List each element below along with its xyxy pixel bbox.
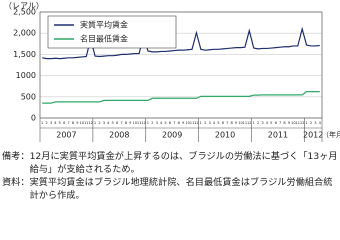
x-tick-label: 2 bbox=[204, 121, 206, 125]
x-tick-label: 5 bbox=[270, 121, 272, 125]
note-text: 12月に実質平均賃金が上昇するのは、ブラジルの労働法に基づく「13ヶ月給与」が支… bbox=[29, 151, 338, 175]
x-tick-label: 2 bbox=[45, 121, 47, 125]
x-tick-label: 3 bbox=[156, 121, 158, 125]
year-label: 2007 bbox=[56, 131, 76, 140]
x-tick-label: 5 bbox=[59, 121, 61, 125]
y-tick-label: 2,000 bbox=[13, 29, 36, 38]
legend-label: 実質平均賃金 bbox=[80, 20, 128, 30]
year-label: 2009 bbox=[162, 131, 182, 140]
x-tick-label: 4 bbox=[319, 121, 322, 125]
y-tick-label: 1000 bbox=[16, 71, 36, 80]
year-label: 2012 bbox=[303, 131, 323, 140]
legend-box bbox=[47, 15, 177, 49]
x-tick-label: 1 bbox=[94, 121, 96, 125]
x-tick-label: 9 bbox=[129, 121, 132, 125]
chart: （レアル） （年月） 050010001,5002,0002,500123456… bbox=[4, 2, 340, 142]
plot-frame bbox=[39, 11, 323, 119]
x-tick-label: 9 bbox=[288, 121, 291, 125]
x-axis-label: （年月） bbox=[322, 130, 340, 139]
x-tick-label: 8 bbox=[283, 121, 286, 125]
x-tick-label: 7 bbox=[226, 121, 228, 125]
x-tick-label: 9 bbox=[76, 121, 79, 125]
x-tick-label: 3 bbox=[103, 121, 105, 125]
x-tick-label: 10 bbox=[132, 121, 137, 125]
x-tick-label: 7 bbox=[67, 121, 69, 125]
x-tick-label: 8 bbox=[72, 121, 75, 125]
x-tick-label: 3 bbox=[50, 121, 52, 125]
note-label: 備考： bbox=[2, 151, 30, 162]
x-tick-label: 9 bbox=[235, 121, 238, 125]
x-tick-label: 1 bbox=[200, 121, 202, 125]
x-tick-label: 10 bbox=[238, 121, 243, 125]
x-tick-label: 11 bbox=[190, 121, 195, 125]
x-tick-label: 1 bbox=[253, 121, 255, 125]
x-tick-label: 5 bbox=[112, 121, 114, 125]
x-tick-label: 11 bbox=[84, 121, 89, 125]
x-tick-label: 7 bbox=[120, 121, 122, 125]
note: 資料： 実質平均賃金はブラジル地理統計院、名目最低賃金はブラジル労働組合統計から作… bbox=[2, 176, 338, 202]
x-tick-label: 6 bbox=[116, 121, 119, 125]
x-tick-label: 7 bbox=[173, 121, 175, 125]
y-tick-label: 0 bbox=[31, 114, 36, 123]
x-tick-label: 3 bbox=[314, 121, 316, 125]
x-tick-label: 6 bbox=[169, 121, 172, 125]
x-tick-label: 4 bbox=[213, 121, 216, 125]
x-tick-label: 6 bbox=[222, 121, 225, 125]
x-tick-label: 6 bbox=[275, 121, 278, 125]
x-tick-label: 4 bbox=[266, 121, 269, 125]
notes: 備考： 12月に実質平均賃金が上昇するのは、ブラジルの労働法に基づく「13ヶ月給与… bbox=[2, 150, 338, 202]
x-tick-label: 4 bbox=[160, 121, 163, 125]
x-tick-label: 2 bbox=[310, 121, 312, 125]
x-tick-label: 8 bbox=[231, 121, 234, 125]
x-tick-label: 12 bbox=[247, 121, 252, 125]
note-label: 資料： bbox=[2, 177, 30, 188]
x-tick-label: 11 bbox=[243, 121, 248, 125]
year-label: 2010 bbox=[215, 131, 235, 140]
legend-label: 名目最低賃金 bbox=[80, 34, 128, 44]
x-tick-label: 4 bbox=[54, 121, 57, 125]
x-tick-label: 12 bbox=[141, 121, 146, 125]
x-tick-label: 1 bbox=[305, 121, 307, 125]
year-label: 2008 bbox=[109, 131, 129, 140]
x-tick-label: 7 bbox=[279, 121, 281, 125]
x-tick-label: 1 bbox=[41, 121, 43, 125]
x-tick-label: 10 bbox=[185, 121, 190, 125]
note: 備考： 12月に実質平均賃金が上昇するのは、ブラジルの労働法に基づく「13ヶ月給与… bbox=[2, 150, 338, 176]
y-tick-label: 2,500 bbox=[13, 8, 36, 17]
y-tick-label: 1,500 bbox=[13, 50, 36, 59]
x-tick-label: 10 bbox=[80, 121, 85, 125]
x-tick-label: 8 bbox=[178, 121, 181, 125]
x-tick-label: 10 bbox=[291, 121, 296, 125]
x-tick-label: 11 bbox=[295, 121, 300, 125]
note-text: 実質平均賃金はブラジル地理統計院、名目最低賃金はブラジル労働組合統計から作成。 bbox=[29, 177, 333, 201]
y-axis-label: （レアル） bbox=[4, 2, 44, 11]
year-label: 2011 bbox=[268, 131, 288, 140]
x-tick-label: 3 bbox=[261, 121, 263, 125]
x-tick-label: 1 bbox=[147, 121, 149, 125]
x-tick-label: 5 bbox=[217, 121, 219, 125]
page: {"chart_data":{"type":"line","y_label":"… bbox=[2, 1, 340, 202]
x-tick-label: 12 bbox=[300, 121, 305, 125]
x-tick-label: 6 bbox=[63, 121, 66, 125]
x-tick-label: 3 bbox=[208, 121, 210, 125]
x-tick-label: 2 bbox=[98, 121, 100, 125]
x-tick-label: 11 bbox=[137, 121, 142, 125]
series-line bbox=[42, 91, 320, 104]
x-tick-label: 9 bbox=[182, 121, 185, 125]
x-tick-label: 2 bbox=[151, 121, 153, 125]
x-tick-label: 8 bbox=[125, 121, 128, 125]
x-tick-label: 12 bbox=[88, 121, 93, 125]
x-tick-label: 12 bbox=[194, 121, 199, 125]
x-tick-label: 4 bbox=[107, 121, 110, 125]
y-tick-label: 500 bbox=[21, 92, 36, 101]
x-tick-label: 5 bbox=[164, 121, 166, 125]
x-tick-label: 2 bbox=[257, 121, 259, 125]
